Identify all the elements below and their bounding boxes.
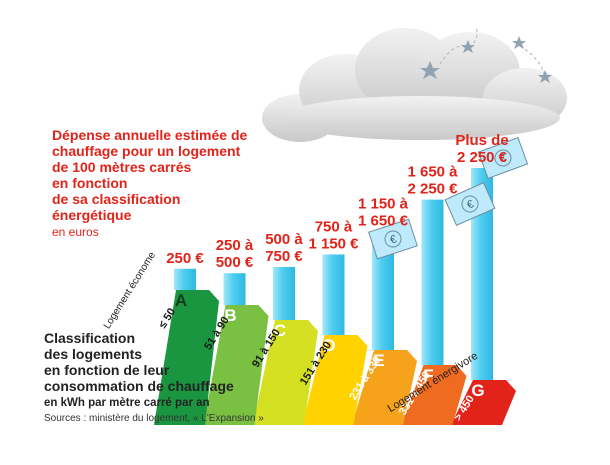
bar [421, 199, 444, 365]
energy-class-band [302, 335, 368, 425]
bars-group [174, 168, 493, 380]
classification-line: Classification [44, 330, 135, 346]
source-note: Sources : ministère du logement, « L'Exp… [44, 413, 264, 424]
bar-value-label: 2 250 € [407, 181, 458, 198]
bar-value-label: 250 à [216, 237, 254, 254]
title-line: Dépense annuelle estimée de [52, 127, 248, 143]
bar [322, 254, 345, 335]
energy-class-band [352, 350, 417, 425]
bar-value-label: 250 € [166, 250, 204, 267]
title-line: chauffage pour un logement [52, 143, 241, 159]
banknote-icon: € [477, 137, 529, 179]
bar-value-label: 1 650 à [407, 164, 458, 181]
bar [223, 273, 246, 305]
scale-label-economical: Logement économe [102, 250, 158, 331]
title-line: de 100 mètres carrés [52, 159, 192, 175]
cloud-decoration [262, 28, 567, 142]
energy-class-letter: B [224, 306, 236, 325]
classification-unit: en kWh par mètre carré par an [44, 397, 210, 409]
energy-class-band [451, 380, 516, 425]
energy-class-band [203, 305, 269, 425]
energy-class-band [154, 290, 219, 425]
bar-value-label: 1 650 € [358, 212, 409, 229]
bar [471, 168, 493, 380]
energy-class-letter: C [274, 321, 286, 340]
title-line: de sa classification [52, 191, 180, 207]
classification-title: Classification des logements en fonction… [44, 330, 234, 394]
classification-line: des logements [44, 346, 142, 362]
chart-title: Dépense annuelle estimée de chauffage po… [52, 127, 251, 223]
svg-text:€: € [465, 198, 475, 211]
title-unit: en euros [52, 225, 99, 239]
bar-value-label: 750 € [265, 248, 303, 265]
classification-line: consommation de chauffage [44, 378, 234, 394]
stars-decoration [420, 27, 552, 83]
bar [273, 267, 295, 320]
energy-class-letter: D [323, 336, 335, 355]
svg-text:€: € [389, 233, 399, 246]
energy-class-letter: G [471, 381, 484, 400]
energy-class-band [401, 365, 467, 425]
bar-value-label: 750 à [315, 218, 353, 235]
bar-value-label: 1 150 € [308, 235, 359, 252]
bar-value-label: 500 à [265, 231, 303, 248]
energy-class-letter: A [175, 291, 187, 310]
bar-value-label: 500 € [216, 254, 254, 271]
energy-class-letter: F [423, 366, 433, 385]
bar-value-label: 1 150 à [358, 195, 409, 212]
energy-class-bands [154, 290, 516, 425]
bar-value-label: Plus de [455, 132, 508, 149]
banknotes-decoration: € € € [368, 137, 529, 260]
bar-value-label: 2 250 € [457, 149, 508, 166]
banknote-icon: € [444, 182, 496, 226]
svg-text:€: € [498, 152, 508, 165]
energy-class-letter: E [373, 351, 384, 370]
banknote-icon: € [368, 218, 418, 260]
title-line: énergétique [52, 207, 132, 223]
bar [372, 231, 394, 350]
bar [174, 268, 196, 290]
classification-line: en fonction de leur [44, 362, 170, 378]
energy-class-band [253, 320, 318, 425]
title-line: en fonction [52, 175, 127, 191]
